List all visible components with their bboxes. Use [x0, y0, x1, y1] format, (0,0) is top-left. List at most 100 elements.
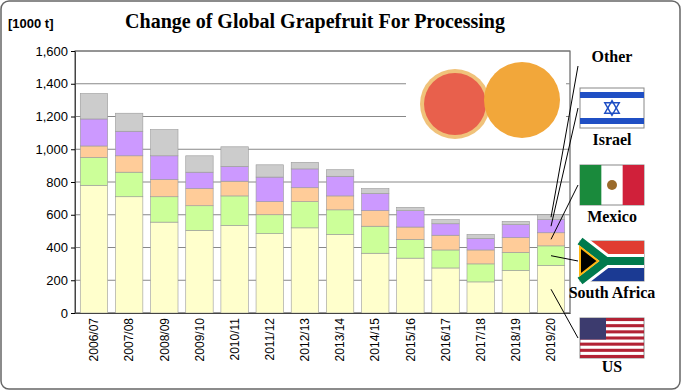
bar-segment — [115, 131, 142, 156]
y-label: [1000 t] — [8, 16, 54, 31]
tick-label: 2007/08 — [122, 318, 136, 362]
flag-stripe — [580, 92, 644, 98]
tick: 800 — [46, 175, 75, 190]
bar-segment — [502, 270, 529, 313]
tick: 2007/08 — [122, 313, 136, 361]
bar-segment — [397, 258, 424, 313]
tick: 2014/15 — [368, 313, 382, 361]
fruit-flesh — [424, 73, 486, 135]
bar-segment — [80, 185, 107, 313]
tick: 2011/12 — [263, 313, 277, 361]
bar-segment — [80, 157, 107, 185]
tick-label: 1,000 — [35, 142, 68, 157]
axis-line — [76, 313, 571, 314]
legend-label: Other — [592, 48, 633, 65]
bar-segment — [115, 172, 142, 197]
leader-line — [551, 108, 578, 226]
bar-segment — [432, 224, 459, 235]
tick-label: 2010/11 — [228, 318, 242, 361]
tick-mark — [71, 182, 75, 183]
bar-segment — [221, 225, 248, 313]
bar-segment — [467, 238, 494, 249]
tick: 2018/19 — [509, 313, 523, 361]
flag-band — [580, 165, 601, 205]
bar-segment — [432, 235, 459, 250]
grid-line — [75, 149, 570, 150]
flag-stripe — [580, 349, 644, 352]
bar-segment — [397, 239, 424, 258]
bar-segment — [151, 130, 178, 156]
series — [80, 146, 564, 264]
tick: 2009/10 — [193, 313, 207, 361]
tick-label: 2017/18 — [474, 318, 488, 362]
tick-mark — [71, 84, 75, 85]
tick-label: 2011/12 — [263, 318, 277, 361]
tick-label: 400 — [46, 240, 68, 255]
bar-segment — [256, 215, 283, 234]
bar-segment — [151, 156, 178, 180]
bar-segment — [467, 250, 494, 264]
tick-label: 2014/15 — [368, 318, 382, 362]
bar-segment — [80, 119, 107, 146]
tick-mark — [71, 215, 75, 216]
legend-label: Israel — [592, 131, 632, 148]
bar-segment — [221, 166, 248, 181]
plot-area — [75, 51, 570, 313]
flag-bg — [580, 88, 644, 128]
tick: 2019/20 — [544, 313, 558, 361]
bar-segment — [362, 253, 389, 313]
frame — [1, 1, 680, 389]
tick: 2012/13 — [298, 313, 312, 361]
tick-mark — [71, 51, 75, 52]
flag — [580, 88, 644, 128]
flag-canton — [580, 318, 606, 340]
tick-mark — [71, 280, 75, 281]
bar-segment — [326, 176, 353, 196]
legend: OtherIsraelMexicoSouth AfricaUS — [551, 48, 655, 375]
tick: 1,000 — [35, 142, 75, 157]
bar-segment — [467, 264, 494, 282]
tick-label: 1,600 — [35, 44, 68, 59]
bar-segment — [256, 202, 283, 215]
bar-segment — [80, 146, 107, 157]
tick-label: 800 — [46, 175, 68, 190]
flag-emblem — [607, 180, 617, 190]
bar-segment — [291, 188, 318, 202]
grid-line — [75, 182, 570, 183]
leader-line — [551, 185, 578, 239]
grid-line — [75, 313, 570, 314]
bar-segment — [432, 220, 459, 224]
photo-bg — [406, 56, 566, 146]
tick-label: 2012/13 — [298, 318, 312, 362]
leader-line — [551, 289, 578, 338]
tick: 200 — [46, 273, 75, 288]
bar-segment — [467, 282, 494, 313]
series — [80, 185, 564, 313]
bar-segment — [186, 172, 213, 188]
tick: 600 — [46, 207, 75, 222]
tick: 1,200 — [35, 109, 75, 124]
bar-segment — [362, 193, 389, 210]
bar-segment — [115, 197, 142, 313]
tick: 400 — [46, 240, 75, 255]
flag-stripe — [580, 343, 644, 346]
bar-segment — [291, 162, 318, 169]
bar-segment — [362, 211, 389, 227]
flag-star — [605, 103, 619, 115]
tick-mark — [71, 149, 75, 150]
bar-segment — [256, 165, 283, 177]
grid — [75, 51, 570, 313]
tick: 2017/18 — [474, 313, 488, 361]
bar-segment — [362, 226, 389, 253]
bar-segment — [221, 147, 248, 167]
bar-segment — [326, 196, 353, 210]
bar-segment — [115, 156, 142, 172]
flag — [580, 241, 644, 281]
fruit-whole — [484, 62, 560, 138]
leader-line — [551, 256, 578, 261]
bar-segment — [397, 207, 424, 210]
bar-segment — [291, 228, 318, 313]
bar-segment — [151, 197, 178, 222]
legend-label: South Africa — [569, 284, 656, 301]
tick: 2016/17 — [439, 313, 453, 361]
